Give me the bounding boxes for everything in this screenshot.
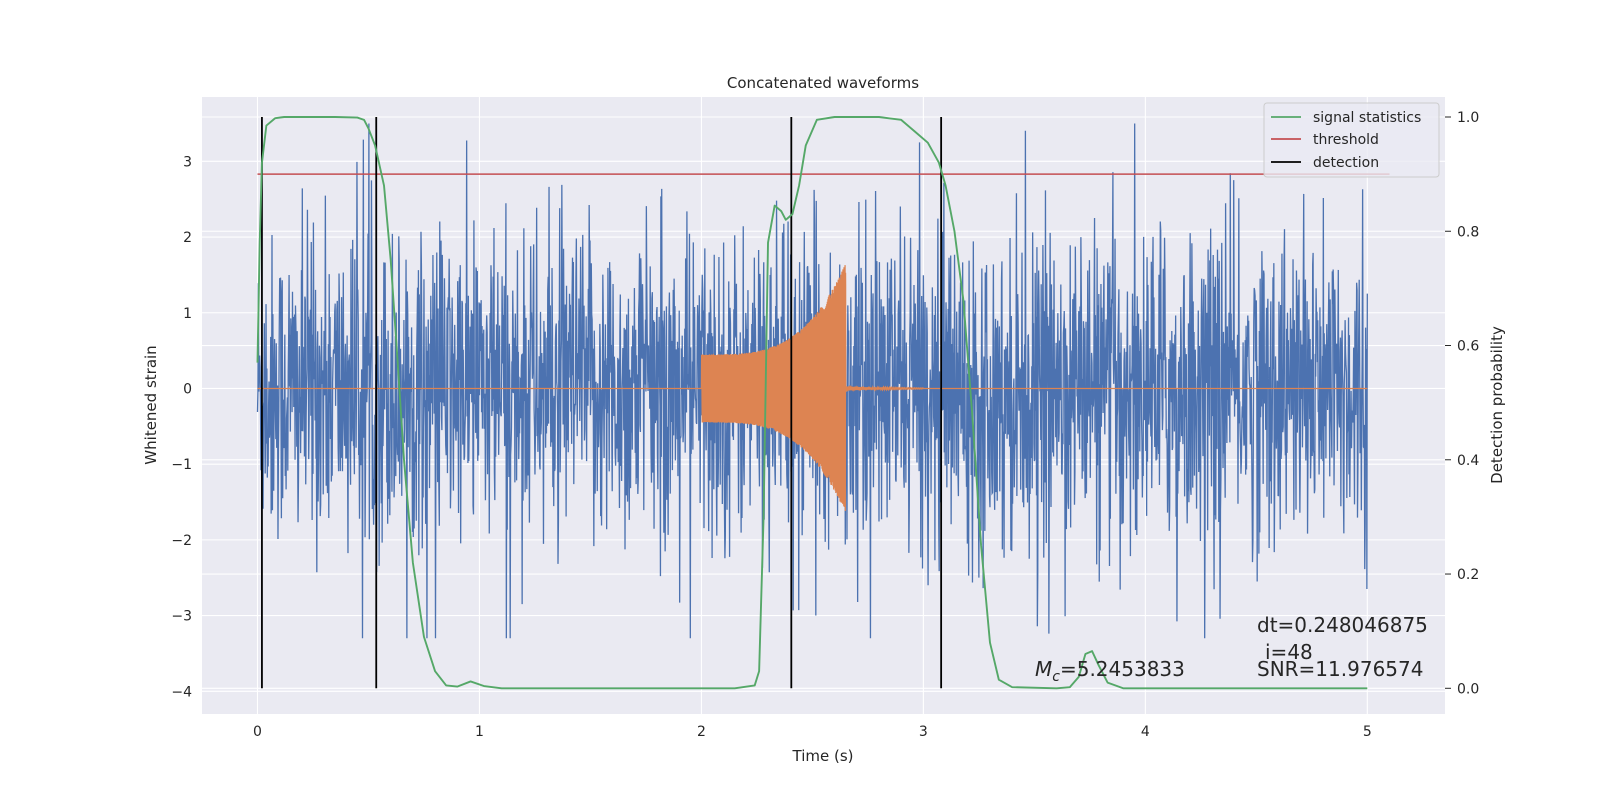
y2-tick-label: 0.0 — [1457, 681, 1479, 697]
y-axis-label: Whitened strain — [142, 345, 160, 464]
y-tick-label: 1 — [183, 306, 192, 322]
x-tick-label: 0 — [253, 724, 262, 740]
annotation-mc-subscript: c — [1052, 669, 1060, 685]
legend-label-detection: detection — [1313, 155, 1379, 171]
plot-layer — [256, 116, 1390, 690]
legend: signal statistics threshold detection — [1263, 102, 1440, 178]
x-axis-label: Time (s) — [792, 747, 854, 765]
y-tick-label: 2 — [183, 230, 192, 246]
y-tick-label: 3 — [183, 154, 192, 170]
y-tick-label: 0 — [183, 381, 192, 397]
annotation-mc-value: =5.2453833 — [1060, 657, 1185, 681]
y2-tick-label: 0.4 — [1457, 453, 1479, 469]
y2-tick-label: 1.0 — [1457, 110, 1479, 126]
legend-label-signal-statistics: signal statistics — [1313, 110, 1421, 126]
waveform-series-line — [257, 265, 1368, 511]
y-tick-label: −4 — [171, 684, 192, 700]
y2-axis-label: Detection probability — [1488, 326, 1506, 484]
annotation-dt: dt=0.248046875 — [1257, 613, 1428, 637]
annotation-mc-symbol: M — [1035, 657, 1052, 681]
legend-box — [1263, 102, 1440, 178]
x-tick-label: 1 — [475, 724, 484, 740]
axes-layer: 0 1 2 3 4 5 −4 −3 −2 −1 0 1 2 3 0.0 0.2 0.4 0.6 0.8 1.0 — [171, 110, 1479, 740]
x-tick-label: 4 — [1141, 724, 1150, 740]
annotation-snr: SNR=11.976574 — [1257, 657, 1423, 681]
legend-label-threshold: threshold — [1313, 132, 1379, 148]
y-tick-label: −1 — [171, 457, 192, 473]
signal-statistics-line — [256, 116, 1368, 690]
x-tick-label: 3 — [919, 724, 928, 740]
y-tick-label: −3 — [171, 609, 192, 625]
chart-title: Concatenated waveforms — [727, 74, 919, 92]
y-tick-label: −2 — [171, 533, 192, 549]
y2-tick-label: 0.8 — [1457, 224, 1479, 240]
annotations: dt=0.248046875 i=48 Mc=5.2453833 SNR=11.… — [1035, 613, 1428, 685]
y2-tick-label: 0.6 — [1457, 339, 1479, 355]
x-tick-label: 2 — [697, 724, 706, 740]
y2-tick-label: 0.2 — [1457, 567, 1479, 583]
x-tick-label: 5 — [1363, 724, 1372, 740]
annotation-mc: Mc=5.2453833 — [1035, 657, 1185, 685]
annotation-i: i=48 — [1265, 640, 1313, 664]
